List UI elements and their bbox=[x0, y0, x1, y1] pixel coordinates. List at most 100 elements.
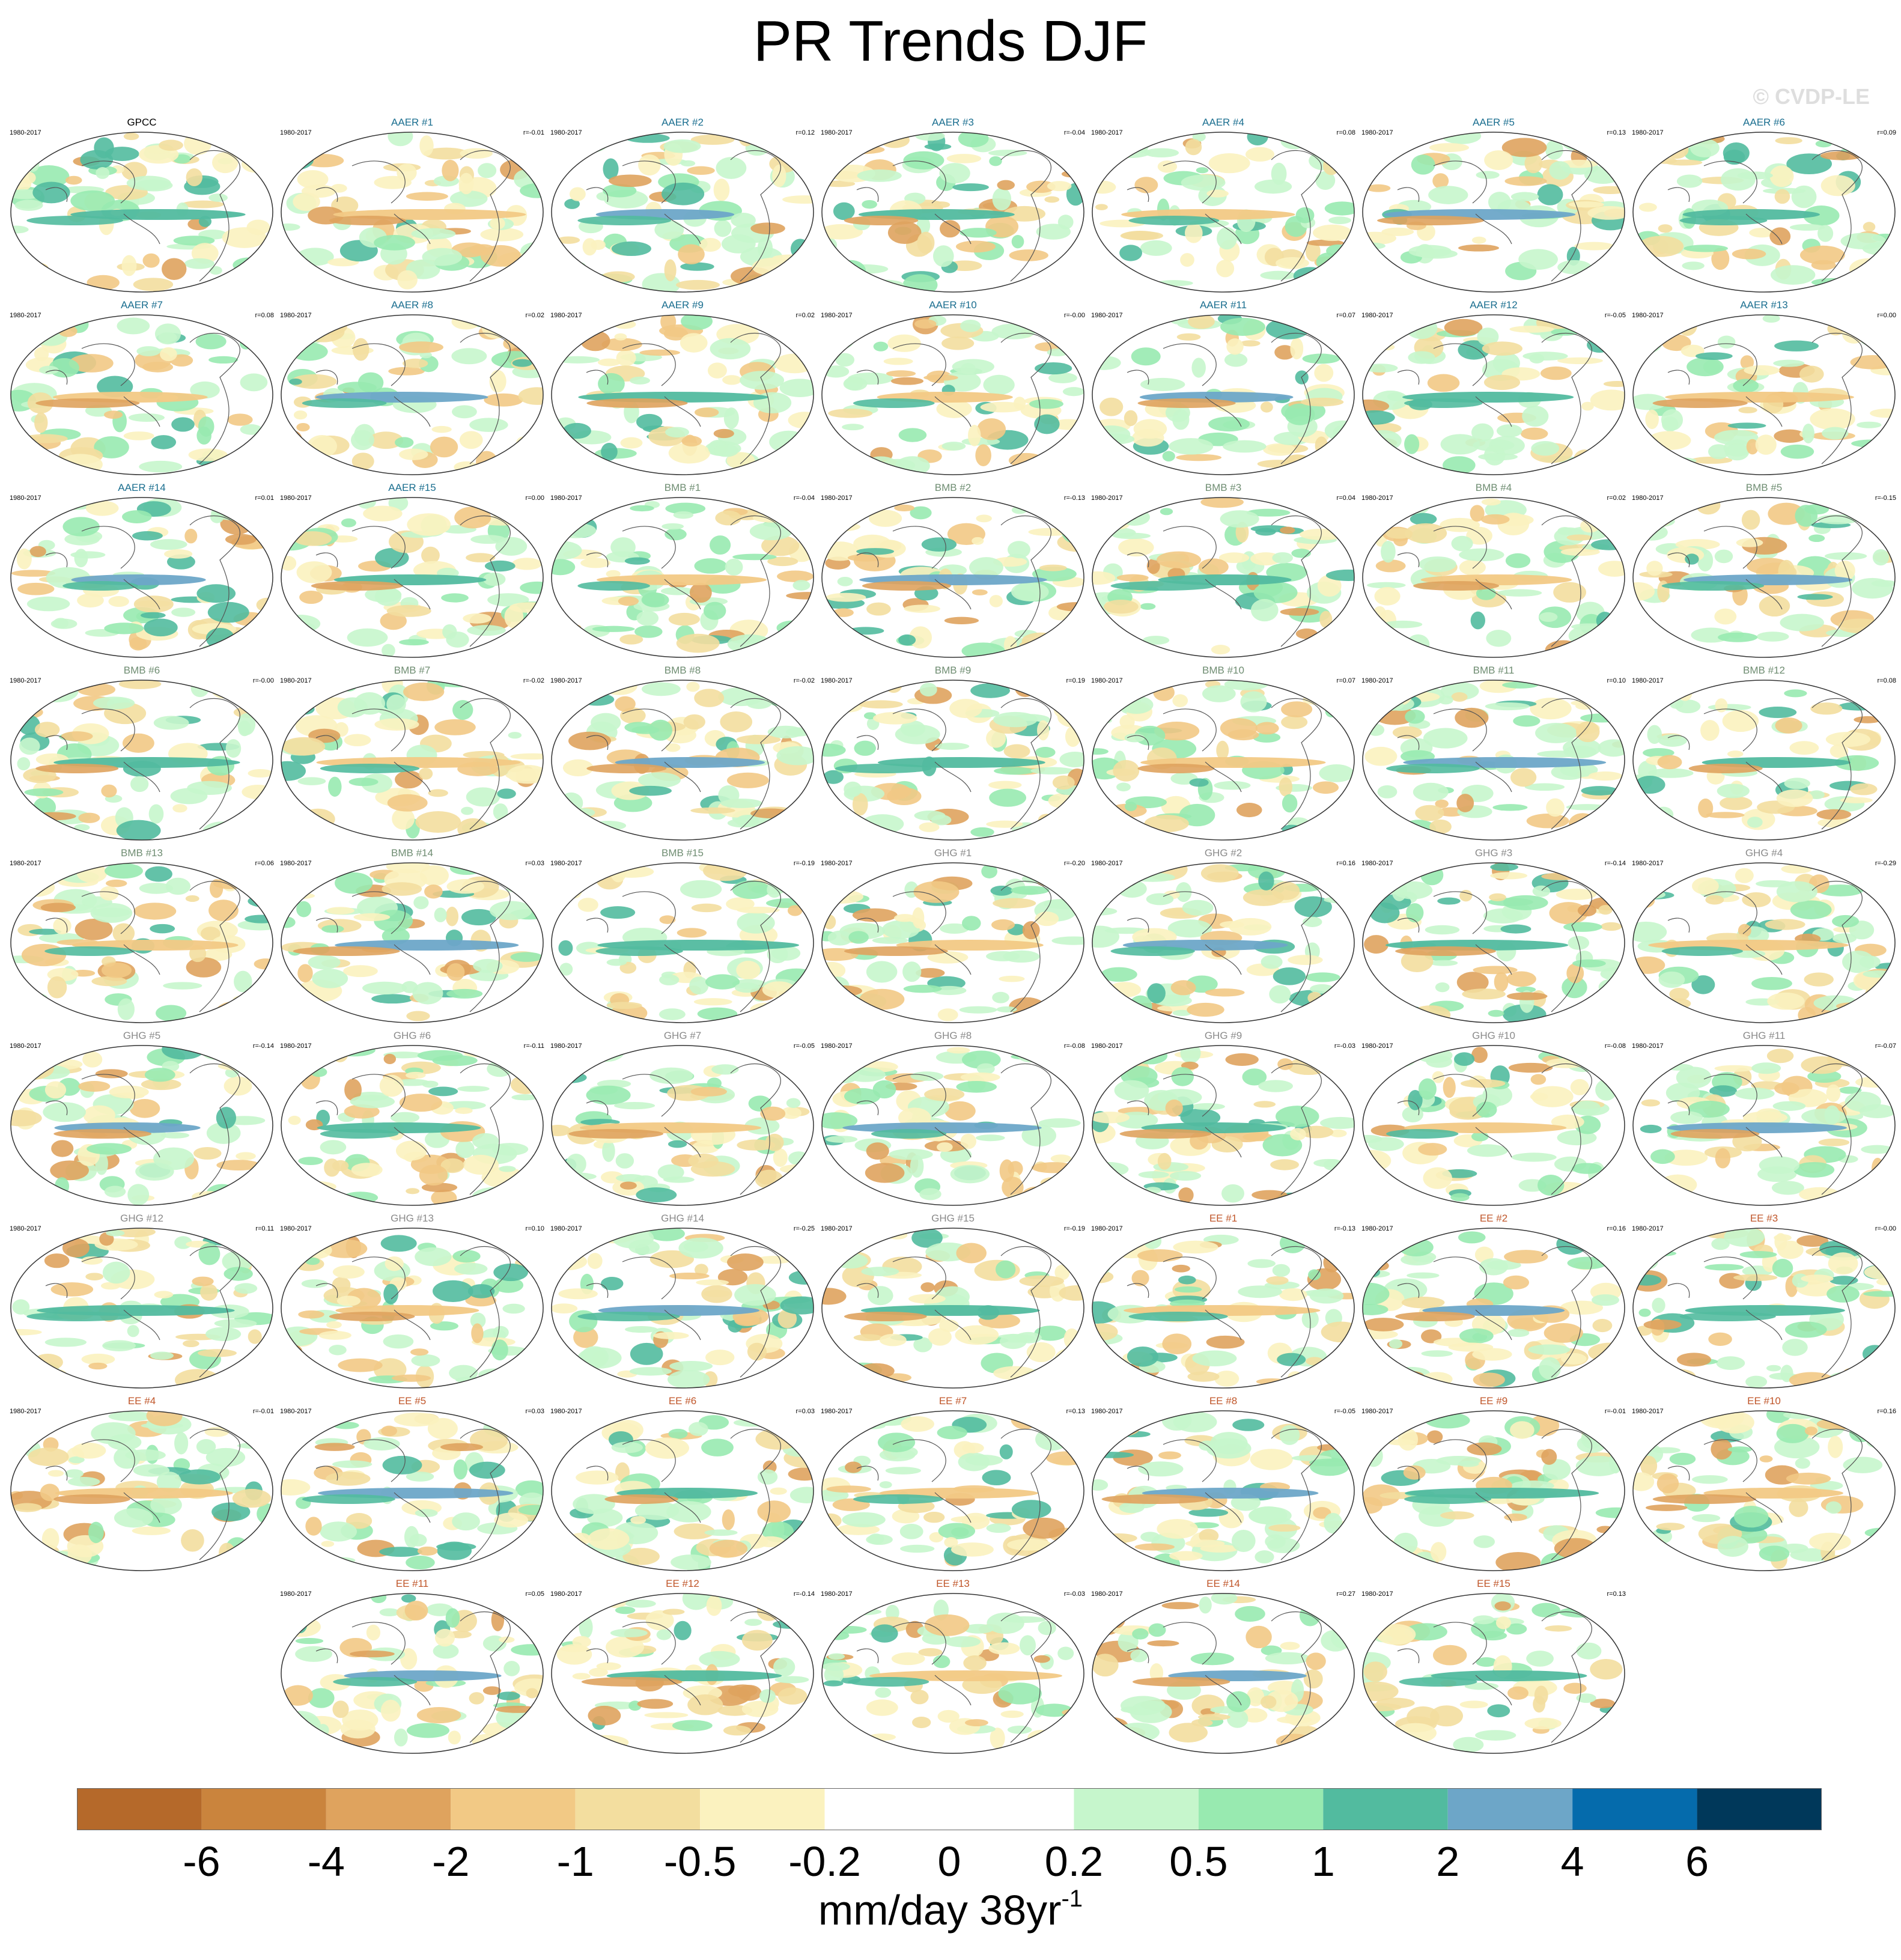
trend-blob bbox=[386, 604, 431, 617]
trend-blob bbox=[860, 134, 883, 147]
trend-blob bbox=[159, 139, 183, 151]
trend-blob bbox=[749, 522, 792, 541]
trend-blob bbox=[1187, 1371, 1220, 1382]
trend-blob bbox=[720, 711, 753, 732]
panel-correlation: r=0.02 bbox=[525, 312, 545, 319]
trend-blob bbox=[962, 1443, 984, 1453]
trend-blob bbox=[326, 907, 354, 915]
trend-blob bbox=[243, 319, 273, 342]
trend-blob bbox=[234, 1283, 258, 1294]
global-map bbox=[821, 1228, 1084, 1389]
trend-blob bbox=[904, 604, 941, 613]
trend-blob bbox=[430, 436, 458, 458]
trend-blob bbox=[1647, 431, 1691, 450]
watermark: © CVDP-LE bbox=[1753, 84, 1870, 109]
trend-blob bbox=[475, 451, 498, 473]
trend-blob bbox=[1144, 148, 1179, 157]
trend-blob bbox=[282, 737, 326, 756]
trend-blob bbox=[1157, 1152, 1172, 1170]
trend-blob bbox=[1253, 1101, 1276, 1108]
trend-blob bbox=[898, 634, 916, 646]
trend-blob bbox=[552, 1605, 567, 1612]
trend-blob bbox=[713, 178, 730, 201]
trend-blob bbox=[1246, 508, 1291, 517]
panel-years: 1980-2017 bbox=[10, 1408, 41, 1415]
global-map bbox=[821, 1045, 1084, 1206]
map-border bbox=[551, 314, 814, 475]
map-panel: EE #6 1980-2017 r=0.03 bbox=[550, 1395, 815, 1571]
panel-years: 1980-2017 bbox=[821, 1408, 853, 1415]
panel-title: EE #8 bbox=[1209, 1395, 1238, 1407]
equatorial-band bbox=[320, 1129, 399, 1139]
trend-blob bbox=[937, 1008, 958, 1021]
trend-blob bbox=[1022, 921, 1040, 940]
map-border bbox=[1362, 132, 1625, 293]
trend-blob bbox=[1384, 1370, 1424, 1380]
trend-blob bbox=[1863, 970, 1893, 978]
trend-blob bbox=[789, 1487, 814, 1503]
trend-blob bbox=[788, 1151, 809, 1166]
trend-blob bbox=[956, 1243, 987, 1264]
map-panel: GHG #3 1980-2017 r=-0.14 bbox=[1361, 847, 1626, 1023]
trend-blob bbox=[1776, 1423, 1809, 1443]
trend-blob bbox=[12, 1299, 30, 1315]
equatorial-band bbox=[311, 581, 403, 591]
trend-blob bbox=[380, 1699, 401, 1722]
trend-blob bbox=[1656, 1523, 1685, 1531]
trend-blob bbox=[1401, 1297, 1445, 1309]
trend-blob bbox=[689, 976, 709, 995]
trend-blob bbox=[380, 1235, 417, 1252]
trend-blob bbox=[511, 994, 534, 1004]
trend-blob bbox=[1366, 647, 1379, 653]
trend-blob bbox=[1191, 358, 1206, 378]
trend-blob bbox=[563, 324, 595, 339]
panel-years: 1980-2017 bbox=[1361, 1590, 1393, 1598]
trend-blob bbox=[411, 228, 456, 240]
trend-blob bbox=[1249, 1506, 1288, 1524]
trend-blob bbox=[1573, 1100, 1601, 1116]
trend-blob bbox=[1557, 357, 1603, 365]
trend-blob bbox=[1009, 249, 1048, 261]
trend-blob bbox=[70, 190, 115, 212]
trend-blob bbox=[1127, 1346, 1158, 1367]
trend-blob bbox=[565, 882, 582, 899]
global-map bbox=[10, 1410, 273, 1571]
trend-blob bbox=[71, 1442, 106, 1459]
trend-blob bbox=[1717, 335, 1736, 349]
trend-blob bbox=[1867, 698, 1895, 709]
trend-blob bbox=[1786, 1472, 1831, 1485]
trend-blob bbox=[1240, 691, 1267, 713]
trend-blob bbox=[562, 422, 591, 439]
coastline bbox=[1397, 1428, 1592, 1560]
trend-blob bbox=[295, 1646, 332, 1662]
trend-blob bbox=[662, 1608, 685, 1615]
trend-blob bbox=[1179, 803, 1215, 827]
trend-blob bbox=[1435, 799, 1449, 808]
trend-blob bbox=[1744, 365, 1780, 376]
trend-blob bbox=[1258, 1080, 1293, 1092]
trend-blob bbox=[1277, 1715, 1312, 1724]
trend-blob bbox=[614, 333, 627, 341]
trend-blob bbox=[1633, 1274, 1661, 1286]
trend-blob bbox=[449, 1365, 478, 1381]
trend-blob bbox=[1687, 357, 1724, 377]
trend-blob bbox=[1100, 967, 1137, 982]
trend-blob bbox=[1277, 1353, 1306, 1366]
trend-blob bbox=[469, 418, 508, 432]
map-panel: BMB #13 1980-2017 r=0.06 bbox=[10, 847, 274, 1023]
trend-blob bbox=[1032, 567, 1077, 582]
trend-blob bbox=[1373, 606, 1387, 621]
trend-blob bbox=[1138, 1171, 1169, 1178]
trend-blob bbox=[1714, 430, 1759, 446]
trend-blob bbox=[1113, 532, 1151, 540]
trend-blob bbox=[770, 1595, 803, 1612]
map-border bbox=[551, 1410, 814, 1571]
trend-blob bbox=[946, 1047, 970, 1054]
panel-title: BMB #10 bbox=[1202, 665, 1244, 676]
global-map bbox=[281, 1228, 544, 1389]
global-map bbox=[821, 132, 1084, 293]
trend-blob bbox=[417, 1546, 438, 1556]
global-map bbox=[1632, 680, 1896, 841]
trend-blob bbox=[1549, 161, 1571, 180]
coastline bbox=[1667, 332, 1863, 464]
